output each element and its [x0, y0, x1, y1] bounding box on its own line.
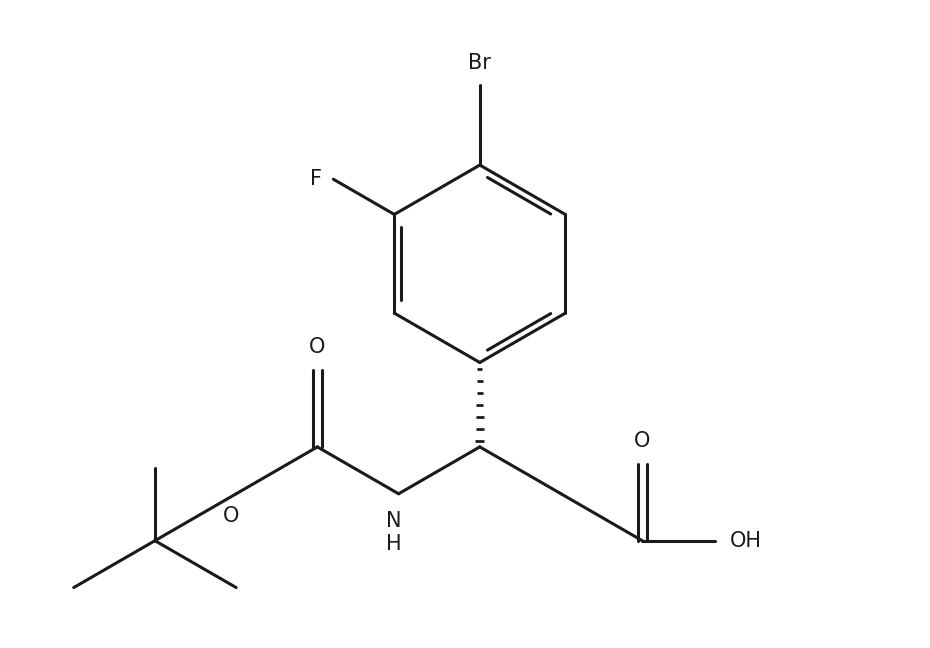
Text: O: O	[309, 337, 325, 357]
Text: O: O	[634, 431, 650, 451]
Text: Br: Br	[469, 52, 491, 73]
Text: O: O	[223, 505, 239, 526]
Text: OH: OH	[730, 531, 763, 551]
Text: N
H: N H	[386, 511, 402, 554]
Text: F: F	[310, 169, 322, 189]
